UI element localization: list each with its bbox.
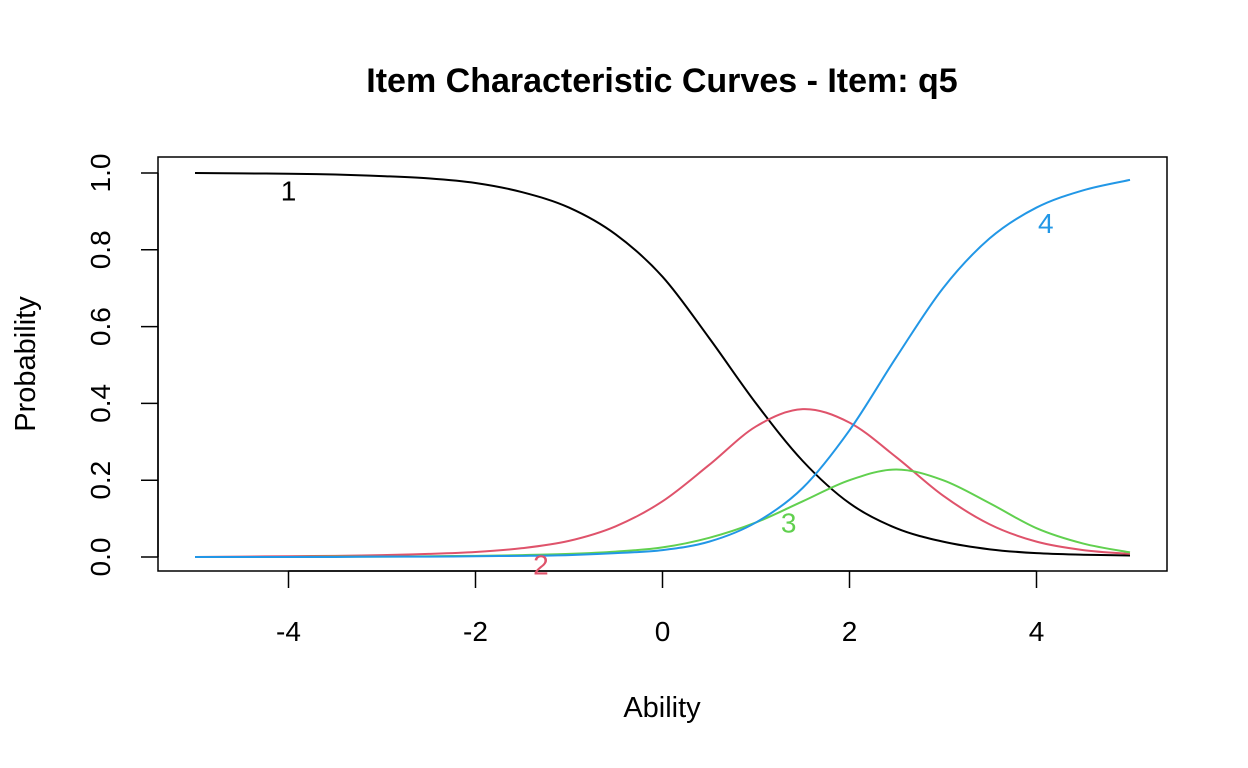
curve-category-2 <box>194 408 1131 558</box>
x-tick-label: -4 <box>276 616 301 647</box>
y-axis-label: Probability <box>10 296 42 432</box>
y-tick-label: 0.6 <box>85 307 116 346</box>
curves <box>194 172 1131 559</box>
y-tick-label: 0.8 <box>85 230 116 269</box>
curve-labels: 1 2 3 4 <box>281 175 1054 580</box>
curve-category-4 <box>194 178 1131 559</box>
x-tick-label: 2 <box>842 616 858 647</box>
curve-label-1: 1 <box>281 175 297 206</box>
y-tick-label: 0.2 <box>85 461 116 500</box>
x-tick-label: 4 <box>1029 616 1045 647</box>
x-tick-label: 0 <box>655 616 671 647</box>
chart-title: Item Characteristic Curves - Item: q5 <box>366 62 957 100</box>
y-tick-label: 1.0 <box>85 154 116 193</box>
curve-label-4: 4 <box>1038 208 1054 239</box>
curve-label-3: 3 <box>781 507 797 538</box>
curve-category-3 <box>194 468 1131 559</box>
y-axis: 0.0 0.2 0.4 0.6 0.8 1.0 <box>85 154 159 577</box>
x-axis-label: Ability <box>623 692 701 724</box>
y-tick-label: 0.0 <box>85 538 116 577</box>
x-axis: -4 -2 0 2 4 <box>276 570 1045 647</box>
curve-label-2: 2 <box>533 550 549 581</box>
y-tick-label: 0.4 <box>85 384 116 423</box>
curve-category-1 <box>194 172 1131 557</box>
x-tick-label: -2 <box>463 616 488 647</box>
